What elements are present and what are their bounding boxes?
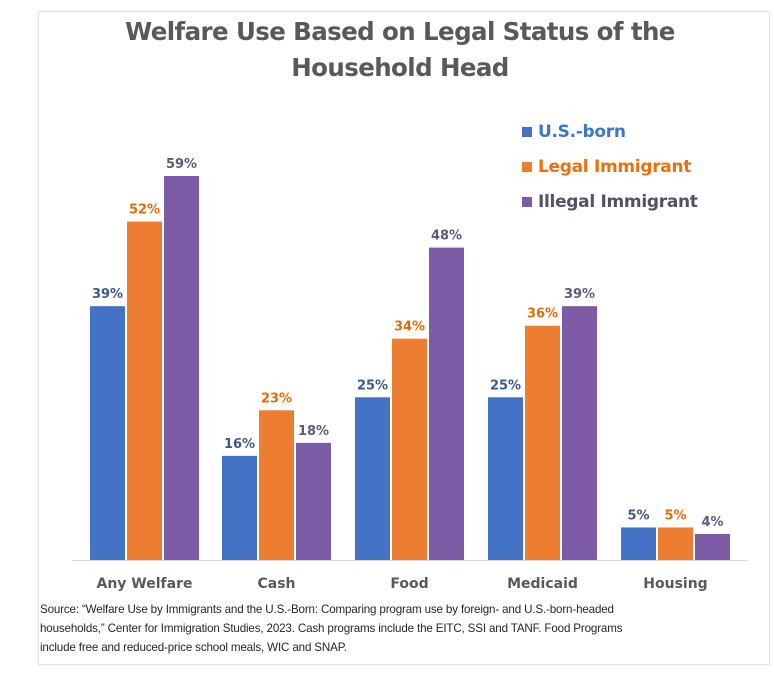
data-label-food-illegal-immigrant: 48% [431, 229, 462, 244]
x-tick-label-any-welfare: Any Welfare [97, 576, 193, 592]
bar-cash-u-s-born [222, 455, 257, 560]
data-label-housing-legal-immigrant: 5% [664, 508, 686, 523]
bar-housing-illegal-immigrant [695, 533, 730, 560]
legend-item-illegal-immigrant: Illegal Immigrant [522, 184, 698, 219]
source-note: Source: “Welfare Use by Immigrants and t… [40, 600, 770, 657]
legend-label-legal-immigrant: Legal Immigrant [538, 156, 692, 177]
source-line-3: include free and reduced-price school me… [40, 641, 347, 654]
bar-food-u-s-born [355, 397, 390, 560]
legend-swatch-us-born [522, 126, 532, 137]
x-tick-label-housing: Housing [643, 576, 707, 592]
legend-label-us-born: U.S.-born [538, 121, 626, 142]
bar-housing-u-s-born [621, 527, 656, 560]
bar-medicaid-u-s-born [488, 397, 523, 560]
data-label-medicaid-illegal-immigrant: 39% [564, 287, 595, 302]
source-line-2: households,” Center for Immigration Stud… [40, 622, 623, 635]
bar-cash-illegal-immigrant [296, 442, 331, 560]
bar-cash-legal-immigrant [259, 410, 294, 560]
bar-medicaid-legal-immigrant [525, 325, 560, 560]
data-label-any-welfare-illegal-immigrant: 59% [166, 157, 197, 172]
data-label-cash-legal-immigrant: 23% [261, 391, 292, 406]
data-label-housing-u-s-born: 5% [627, 508, 649, 523]
legend-label-illegal-immigrant: Illegal Immigrant [538, 191, 698, 212]
bar-food-legal-immigrant [392, 338, 427, 560]
data-label-any-welfare-u-s-born: 39% [92, 287, 123, 302]
legend-swatch-legal-immigrant [522, 161, 532, 172]
legend-swatch-illegal-immigrant [522, 196, 532, 207]
legend-item-legal-immigrant: Legal Immigrant [522, 149, 698, 184]
data-label-food-legal-immigrant: 34% [394, 320, 425, 335]
chart-legend: U.S.-born Legal Immigrant Illegal Immigr… [522, 114, 698, 219]
data-label-cash-illegal-immigrant: 18% [298, 424, 329, 439]
data-label-any-welfare-legal-immigrant: 52% [129, 203, 160, 218]
bar-medicaid-illegal-immigrant [562, 306, 597, 560]
data-label-food-u-s-born: 25% [357, 378, 388, 393]
data-label-housing-illegal-immigrant: 4% [701, 515, 723, 530]
chart-title-line-2: Household Head [291, 53, 509, 82]
bar-food-illegal-immigrant [429, 247, 464, 561]
bar-housing-legal-immigrant [658, 527, 693, 560]
chart-title: Welfare Use Based on Legal Status of the… [60, 14, 740, 86]
bar-any-welfare-legal-immigrant [127, 221, 162, 560]
x-tick-label-medicaid: Medicaid [507, 576, 578, 592]
legend-item-us-born: U.S.-born [522, 114, 698, 149]
data-label-medicaid-legal-immigrant: 36% [527, 307, 558, 322]
x-tick-label-cash: Cash [257, 576, 295, 592]
bar-any-welfare-illegal-immigrant [164, 176, 199, 560]
bar-any-welfare-u-s-born [90, 306, 125, 560]
data-label-medicaid-u-s-born: 25% [490, 378, 521, 393]
data-label-cash-u-s-born: 16% [224, 437, 255, 452]
chart-title-line-1: Welfare Use Based on Legal Status of the [125, 17, 675, 46]
x-tick-label-food: Food [390, 576, 428, 592]
source-line-1: Source: “Welfare Use by Immigrants and t… [40, 603, 614, 616]
